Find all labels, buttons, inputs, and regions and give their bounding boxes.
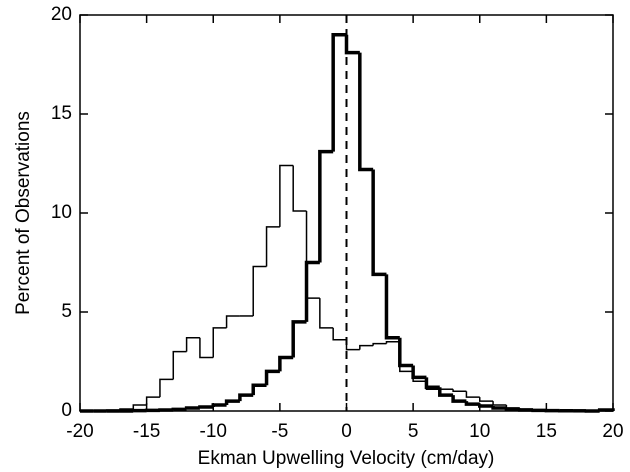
histogram-step (597, 408, 615, 412)
x-tick-label: 0 (341, 421, 352, 442)
histogram-step (264, 369, 280, 386)
histogram-step (305, 211, 320, 299)
histogram-step (359, 344, 374, 350)
histogram-step (238, 393, 254, 402)
histogram-step (185, 336, 200, 352)
histogram-step (252, 265, 267, 316)
histogram-step (385, 340, 400, 344)
histogram-step (517, 408, 534, 412)
histogram-step (251, 383, 267, 396)
histogram-step (411, 365, 427, 380)
x-tick-label: -10 (200, 421, 227, 442)
histogram-step (292, 165, 307, 212)
histogram-step (319, 298, 334, 329)
x-tick-label: -20 (66, 421, 93, 442)
histogram-step (371, 169, 387, 277)
y-tick-label: 0 (61, 400, 72, 421)
histogram-step (479, 397, 494, 402)
histogram-step (265, 226, 280, 267)
histogram-step (224, 399, 240, 406)
histogram-step (492, 401, 507, 406)
y-tick-label: 5 (61, 301, 72, 322)
histogram-step (279, 164, 294, 227)
histogram-step (464, 401, 480, 406)
x-tick-label: 15 (536, 421, 557, 442)
x-tick-label: -5 (271, 421, 288, 442)
x-tick-label: 5 (408, 421, 419, 442)
x-axis-label: Ekman Upwelling Velocity (cm/day) (198, 448, 495, 469)
histogram-step (491, 406, 507, 410)
histogram-step (358, 52, 374, 172)
histogram-step (345, 339, 360, 351)
histogram-step (211, 403, 227, 408)
x-tick-label: 10 (469, 421, 490, 442)
histogram-step (504, 407, 520, 411)
histogram-step (198, 405, 214, 409)
histogram-step (332, 327, 347, 341)
y-tick-label: 15 (51, 103, 72, 124)
x-tick-label: -15 (133, 421, 160, 442)
x-tick-label: 20 (602, 421, 623, 442)
histogram-step (145, 396, 160, 406)
histogram-step (291, 320, 307, 358)
histogram-step (465, 391, 480, 398)
histogram-step (159, 378, 174, 398)
histogram-step (171, 407, 187, 412)
histogram-step (384, 274, 400, 340)
histogram-step (398, 337, 414, 368)
histogram-step (438, 387, 454, 397)
y-tick-label: 10 (51, 202, 72, 223)
histogram-step (318, 149, 334, 263)
histogram-step (212, 327, 227, 358)
histogram-step (172, 350, 187, 380)
histogram-step (344, 34, 360, 55)
histogram-step (424, 377, 440, 389)
histogram-step (132, 404, 147, 410)
histogram-step (278, 355, 294, 372)
histogram-step (225, 315, 240, 328)
histogram-step (372, 342, 387, 346)
histogram-step (451, 395, 467, 403)
histogram-step (199, 337, 214, 359)
histogram-step (304, 260, 320, 322)
histogram-step (184, 406, 200, 410)
y-axis-label: Percent of Observations (13, 111, 34, 315)
y-tick-label: 20 (51, 4, 72, 25)
histogram-step (478, 404, 494, 408)
histogram-step (331, 33, 347, 152)
histogram-step (452, 389, 467, 392)
